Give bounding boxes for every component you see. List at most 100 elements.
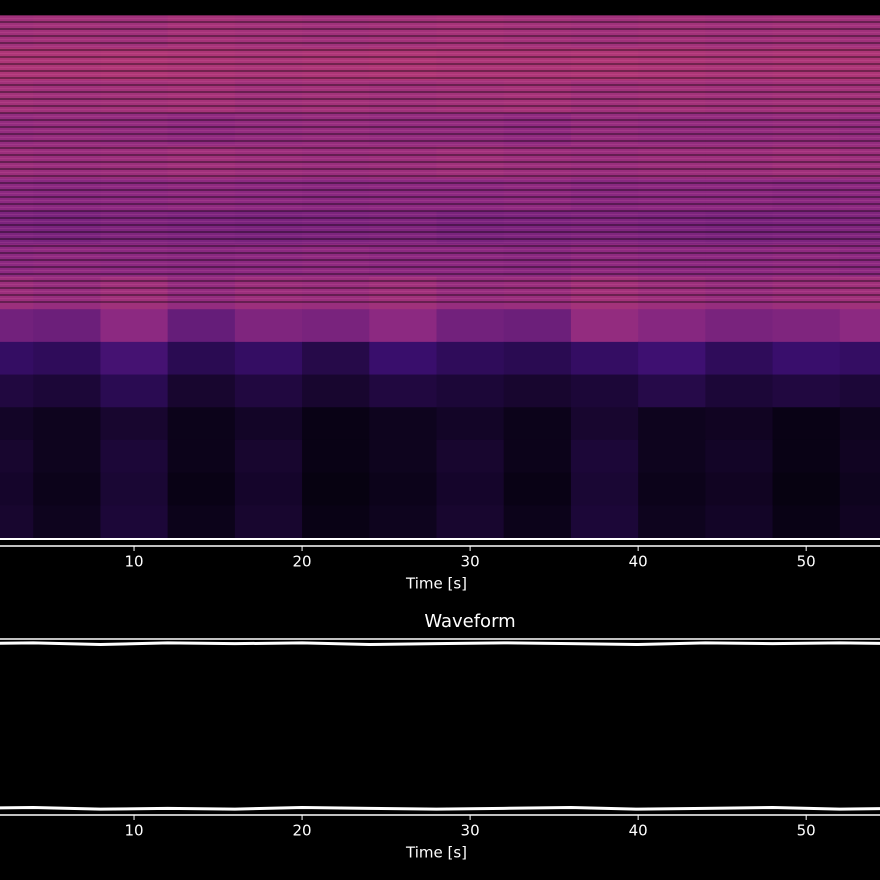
cell xyxy=(0,439,34,474)
cell xyxy=(100,341,169,376)
texture xyxy=(0,15,880,305)
cell xyxy=(167,505,236,539)
cell xyxy=(167,472,236,506)
cell xyxy=(33,407,101,441)
cell xyxy=(234,374,303,408)
x-axis-label: Time [s] xyxy=(405,844,467,862)
cell xyxy=(0,341,34,376)
cell xyxy=(167,309,236,343)
cell xyxy=(570,309,639,343)
cell xyxy=(705,407,774,441)
cell xyxy=(100,505,169,539)
cell xyxy=(436,374,505,408)
cell xyxy=(503,407,572,441)
cell xyxy=(570,374,639,408)
cell xyxy=(772,309,841,343)
cell xyxy=(33,374,101,408)
x-tick-label: 10 xyxy=(124,822,143,840)
cell xyxy=(772,439,841,474)
cell xyxy=(638,407,706,441)
cell xyxy=(839,439,880,474)
cell xyxy=(302,374,370,408)
cell xyxy=(570,341,639,376)
cell xyxy=(100,439,169,474)
x-axis-label: Time [s] xyxy=(405,575,467,593)
cell xyxy=(302,472,370,506)
cell xyxy=(503,341,572,376)
cell xyxy=(234,472,303,506)
cell xyxy=(705,341,774,376)
x-tick-label: 40 xyxy=(629,822,648,840)
waveform-line xyxy=(0,805,880,811)
cell xyxy=(638,374,706,408)
cell xyxy=(33,472,101,506)
cell xyxy=(839,505,880,539)
cell xyxy=(0,505,34,539)
x-tick-label: 40 xyxy=(629,553,648,571)
cell xyxy=(167,374,236,408)
cell xyxy=(167,407,236,441)
cell xyxy=(369,505,437,539)
cell xyxy=(839,374,880,408)
cell xyxy=(436,309,505,343)
cell xyxy=(369,407,437,441)
cell xyxy=(705,439,774,474)
chart-title: Waveform xyxy=(424,611,515,632)
cell xyxy=(772,341,841,376)
cell xyxy=(638,472,706,506)
cell xyxy=(772,407,841,441)
x-tick-label: 50 xyxy=(797,553,816,571)
cell xyxy=(0,407,34,441)
cell xyxy=(436,407,505,441)
cell xyxy=(772,505,841,539)
cell xyxy=(234,505,303,539)
cell xyxy=(302,505,370,539)
x-tick-label: 20 xyxy=(293,553,312,571)
cell xyxy=(33,439,101,474)
cell xyxy=(705,472,774,506)
cell xyxy=(302,341,370,376)
x-tick-label: 50 xyxy=(797,822,816,840)
cell xyxy=(638,309,706,343)
cell xyxy=(0,374,34,408)
cell xyxy=(369,439,437,474)
cell xyxy=(436,341,505,376)
cell xyxy=(167,341,236,376)
cell xyxy=(100,309,169,343)
cell xyxy=(100,407,169,441)
cell xyxy=(772,472,841,506)
x-tick-label: 30 xyxy=(461,822,480,840)
x-tick-label: 30 xyxy=(461,553,480,571)
cell xyxy=(705,374,774,408)
cell xyxy=(839,472,880,506)
cell xyxy=(839,309,880,343)
x-tick-label: 20 xyxy=(293,822,312,840)
cell xyxy=(0,472,34,506)
cell xyxy=(100,472,169,506)
cell xyxy=(638,505,706,539)
cell xyxy=(839,407,880,441)
cell xyxy=(369,341,437,376)
cell xyxy=(234,439,303,474)
cell xyxy=(503,439,572,474)
cell xyxy=(570,407,639,441)
cell xyxy=(436,439,505,474)
cell xyxy=(772,374,841,408)
cell xyxy=(33,505,101,539)
cell xyxy=(705,505,774,539)
waveform-line xyxy=(0,641,880,647)
cell xyxy=(33,341,101,376)
cell xyxy=(503,505,572,539)
cell xyxy=(234,407,303,441)
cell xyxy=(100,374,169,408)
cell xyxy=(234,341,303,376)
cell xyxy=(234,309,303,343)
cell xyxy=(369,374,437,408)
cell xyxy=(33,309,101,343)
cell xyxy=(705,309,774,343)
cell xyxy=(503,374,572,408)
cell xyxy=(436,472,505,506)
cell xyxy=(638,439,706,474)
